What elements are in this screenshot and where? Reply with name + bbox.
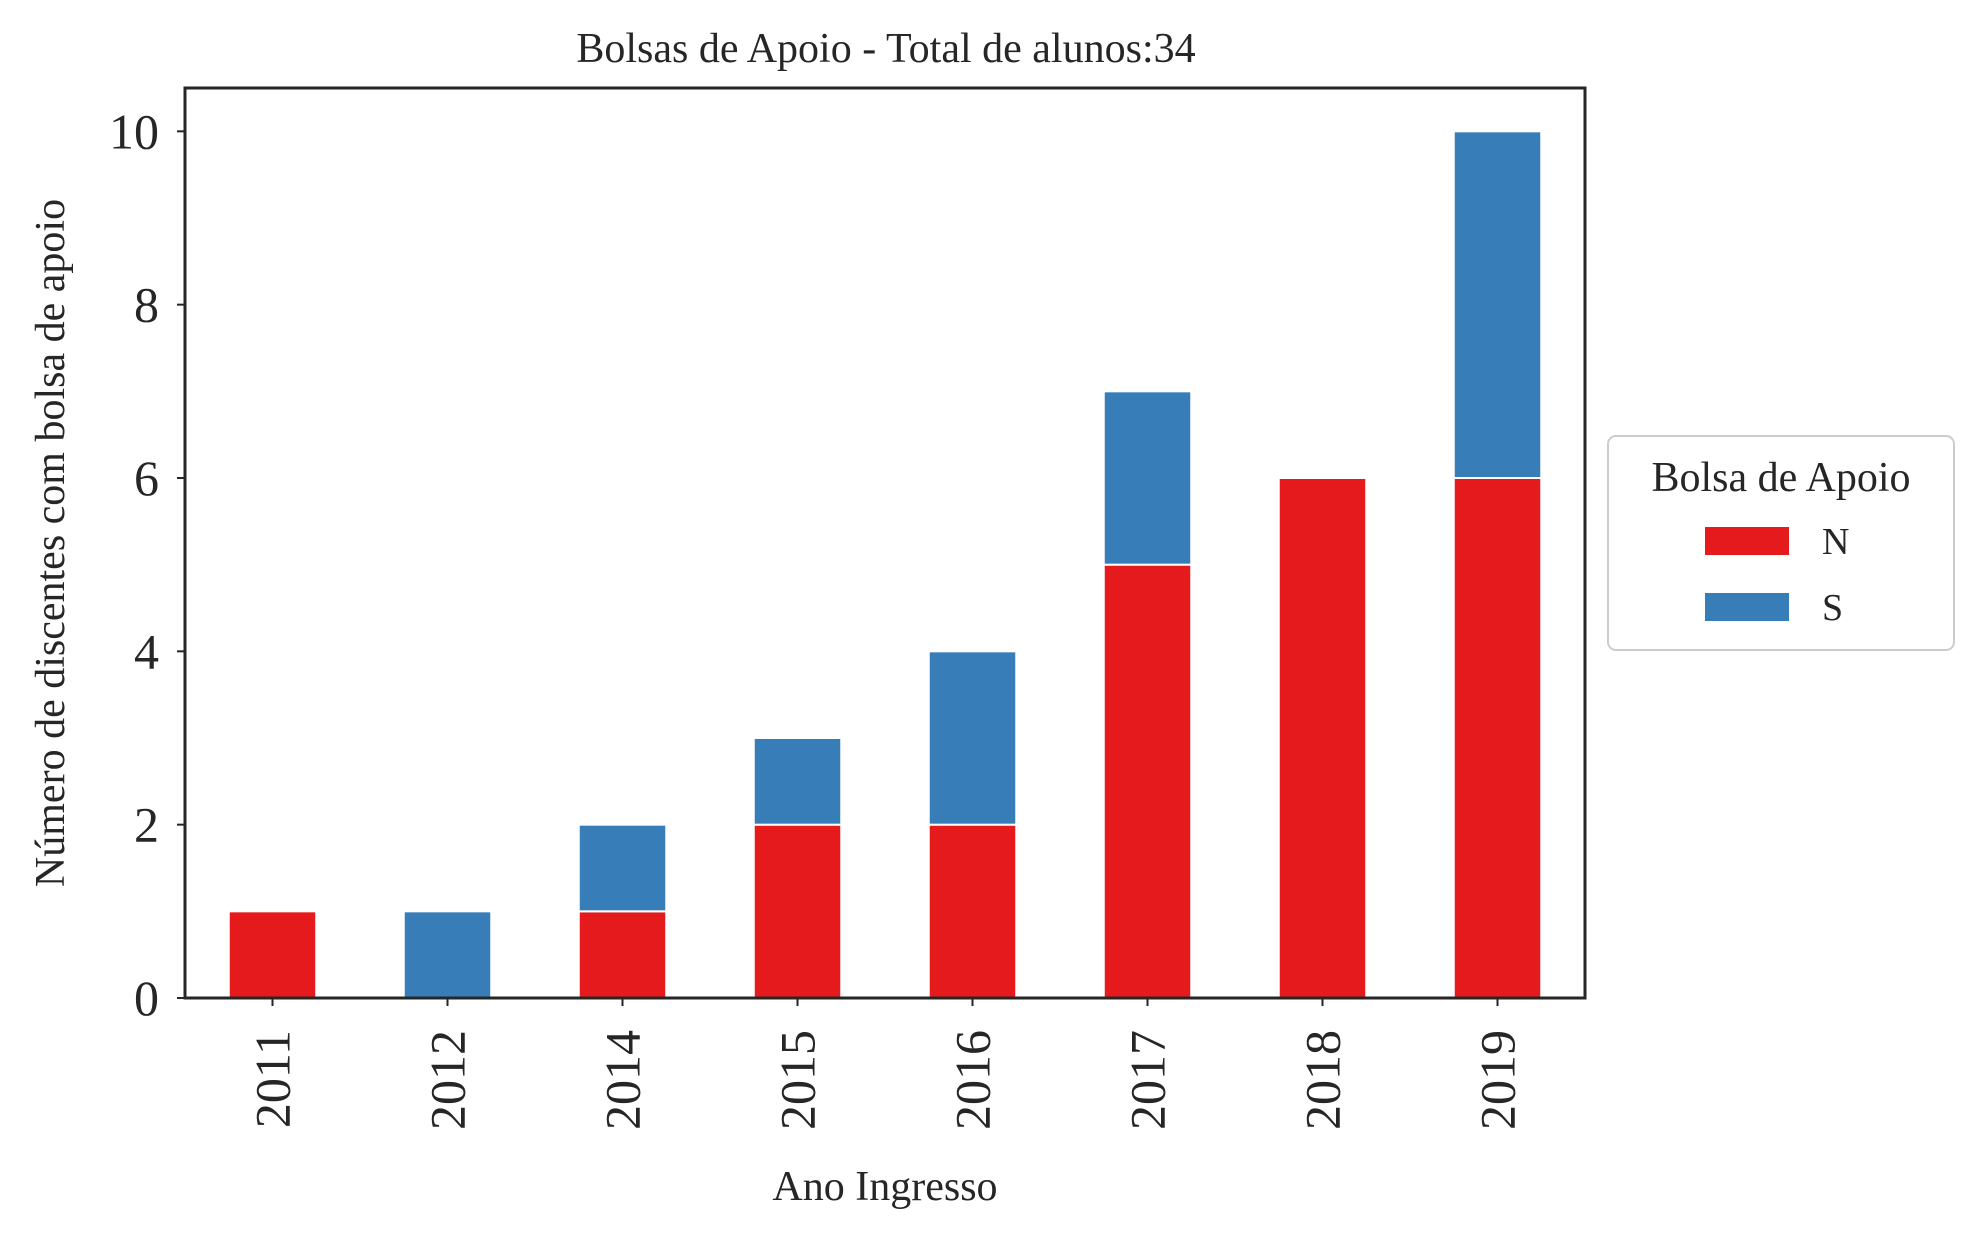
chart-title: Bolsas de Apoio - Total de alunos:34: [576, 26, 1195, 72]
y-axis-ticks: 0 2 4 6 8 10: [109, 103, 185, 1026]
legend: Bolsa de Apoio NS: [1607, 435, 1955, 651]
x-tick-label: 2016: [945, 1030, 1001, 1130]
legend-swatch-N: [1705, 527, 1789, 555]
bar-S-2017: [1102, 390, 1193, 566]
x-tick-label: 2018: [1295, 1030, 1351, 1130]
bar-N-2016: [927, 823, 1018, 999]
plot-area-frame: [183, 86, 1587, 1000]
bar-N-2011: [227, 910, 318, 1000]
x-axis-label: Ano Ingresso: [772, 1164, 997, 1210]
legend-swatch-S: [1705, 593, 1789, 621]
bar-N-2018: [1277, 477, 1368, 999]
x-tick-label: 2015: [770, 1030, 826, 1130]
y-tick-label: 10: [109, 103, 159, 159]
x-tick-label: 2017: [1120, 1030, 1176, 1130]
bar-S-2012: [402, 910, 493, 1000]
x-tick-label: 2014: [595, 1030, 651, 1130]
bar-S-2014: [577, 823, 668, 913]
bar-N-2019: [1452, 477, 1543, 999]
legend-label-N: N: [1822, 521, 1849, 563]
legend-items: NS: [1705, 521, 1849, 629]
y-tick-label: 6: [134, 450, 159, 506]
bar-N-2015: [752, 823, 843, 999]
y-axis-label: Número de discentes com bolsa de apoio: [28, 199, 74, 887]
y-tick-label: 4: [134, 623, 159, 679]
y-tick-label: 8: [134, 277, 159, 333]
bar-S-2019: [1452, 130, 1543, 480]
bar-S-2015: [752, 737, 843, 826]
bar-N-2017: [1102, 563, 1193, 999]
x-axis-ticks: 2011 2012 2014 2015 2016 2017 2018 2019: [245, 998, 1526, 1130]
x-tick-label: 2012: [420, 1030, 476, 1130]
legend-title: Bolsa de Apoio: [1652, 455, 1911, 501]
bar-S-2016: [927, 650, 1018, 826]
bar-N-2014: [577, 910, 668, 1000]
y-tick-label: 2: [134, 797, 159, 853]
x-tick-label: 2011: [245, 1030, 301, 1128]
x-tick-label: 2019: [1470, 1030, 1526, 1130]
legend-label-S: S: [1822, 587, 1843, 629]
y-tick-label: 0: [134, 970, 159, 1026]
bars-layer: [227, 130, 1543, 1000]
